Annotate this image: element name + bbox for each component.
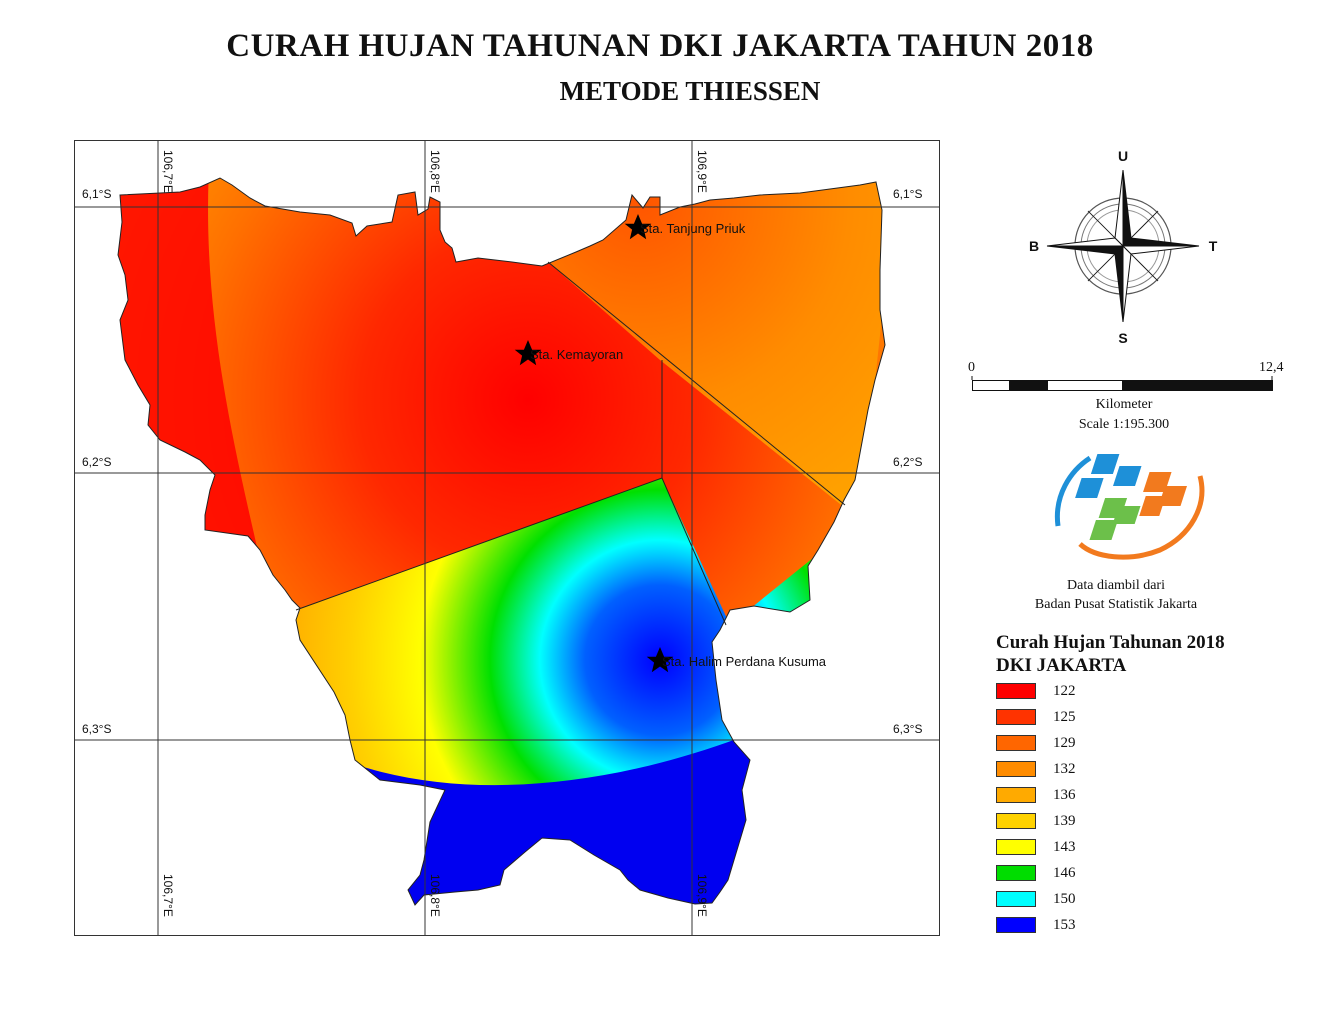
station-star-icon[interactable] xyxy=(646,647,674,673)
scale-min-label: 0 xyxy=(968,360,975,375)
legend-item: 150 xyxy=(996,889,1076,909)
legend-label: 136 xyxy=(1053,786,1076,803)
station-star-icon[interactable] xyxy=(624,214,652,240)
legend-label: 143 xyxy=(1053,838,1076,855)
legend-swatch xyxy=(996,683,1036,699)
lat-label-left: 6,3°S xyxy=(82,722,111,736)
legend-title-line-1: Curah Hujan Tahunan 2018 xyxy=(996,632,1225,653)
legend-swatch xyxy=(996,865,1036,881)
legend-swatch xyxy=(996,891,1036,907)
legend-label: 139 xyxy=(1053,812,1076,829)
legend-title-line-2: DKI JAKARTA xyxy=(996,655,1127,676)
legend-label: 125 xyxy=(1053,708,1076,725)
graticule xyxy=(74,140,940,936)
lat-label-right: 6,1°S xyxy=(893,187,922,201)
map-subtitle: METODE THIESSEN xyxy=(559,76,821,106)
legend-item: 136 xyxy=(996,785,1076,805)
map-title: CURAH HUJAN TAHUNAN DKI JAKARTA TAHUN 20… xyxy=(226,28,1094,64)
compass-west-label: B xyxy=(1029,238,1039,254)
legend-label: 132 xyxy=(1053,760,1076,777)
legend-label: 150 xyxy=(1053,890,1076,907)
station-label-tanjung-priuk: Sta. Tanjung Priuk xyxy=(640,221,746,236)
station-star-icon[interactable] xyxy=(514,340,542,366)
scale-max-label: 12,4 xyxy=(1259,360,1284,375)
legend-swatch xyxy=(996,839,1036,855)
jakarta-boundary xyxy=(117,177,886,906)
source-line-1: Data diambil dari xyxy=(1067,578,1165,593)
legend-item: 153 xyxy=(996,915,1076,935)
compass-north-label: U xyxy=(1118,148,1128,164)
legend-swatch xyxy=(996,709,1036,725)
legend-label: 146 xyxy=(1053,864,1076,881)
lon-label-bottom: 106,7°E xyxy=(161,874,175,917)
compass-rose-icon: U S B T xyxy=(1029,148,1218,346)
legend-label: 129 xyxy=(1053,734,1076,751)
lon-label-bottom: 106,9°E xyxy=(695,874,709,917)
source-line-2: Badan Pusat Statistik Jakarta xyxy=(1034,597,1198,612)
scale-unit: Kilometer xyxy=(1095,397,1153,412)
legend-swatch xyxy=(996,813,1036,829)
lat-label-left: 6,2°S xyxy=(82,455,111,469)
legend-swatch xyxy=(996,735,1036,751)
legend-swatch xyxy=(996,761,1036,777)
legend-item: 125 xyxy=(996,707,1076,727)
scale-ratio: Scale 1:195.300 xyxy=(1078,417,1170,432)
legend-item: 129 xyxy=(996,733,1076,753)
legend-label: 153 xyxy=(1053,916,1076,933)
legend-item: 132 xyxy=(996,759,1076,779)
legend-label: 122 xyxy=(1053,682,1076,699)
thiessen-polygons xyxy=(295,261,846,626)
lat-label-left: 6,1°S xyxy=(82,187,111,201)
legend-item: 143 xyxy=(996,837,1076,857)
lat-label-right: 6,3°S xyxy=(893,722,922,736)
station-label-halim: Sta. Halim Perdana Kusuma xyxy=(662,654,827,669)
bps-logo xyxy=(1054,454,1205,560)
compass-south-label: S xyxy=(1118,330,1127,346)
legend-swatch xyxy=(996,917,1036,933)
lon-label-top: 106,8°E xyxy=(428,150,442,193)
compass-east-label: T xyxy=(1209,238,1218,254)
scale-bar xyxy=(971,376,1273,391)
legend-item: 139 xyxy=(996,811,1076,831)
legend-item: 122 xyxy=(996,681,1076,701)
lon-label-bottom: 106,8°E xyxy=(428,874,442,917)
legend-item: 146 xyxy=(996,863,1076,883)
lon-label-top: 106,9°E xyxy=(695,150,709,193)
map-frame: 6,1°S 6,1°S 6,2°S 6,2°S 6,3°S 6,3°S 106,… xyxy=(74,140,940,936)
station-label-kemayoran: Sta. Kemayoran xyxy=(530,347,623,362)
lat-label-right: 6,2°S xyxy=(893,455,922,469)
lon-label-top: 106,7°E xyxy=(161,150,175,193)
legend-swatch xyxy=(996,787,1036,803)
